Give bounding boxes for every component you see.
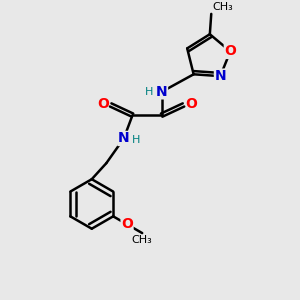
Text: N: N: [118, 131, 130, 146]
Text: O: O: [98, 98, 109, 111]
Text: O: O: [224, 44, 236, 58]
Text: N: N: [156, 85, 167, 99]
Text: CH₃: CH₃: [213, 2, 233, 12]
Text: CH₃: CH₃: [132, 235, 153, 244]
Text: O: O: [185, 98, 197, 111]
Text: H: H: [132, 135, 140, 145]
Text: H: H: [145, 87, 154, 97]
Text: O: O: [121, 217, 133, 231]
Text: N: N: [214, 69, 226, 83]
